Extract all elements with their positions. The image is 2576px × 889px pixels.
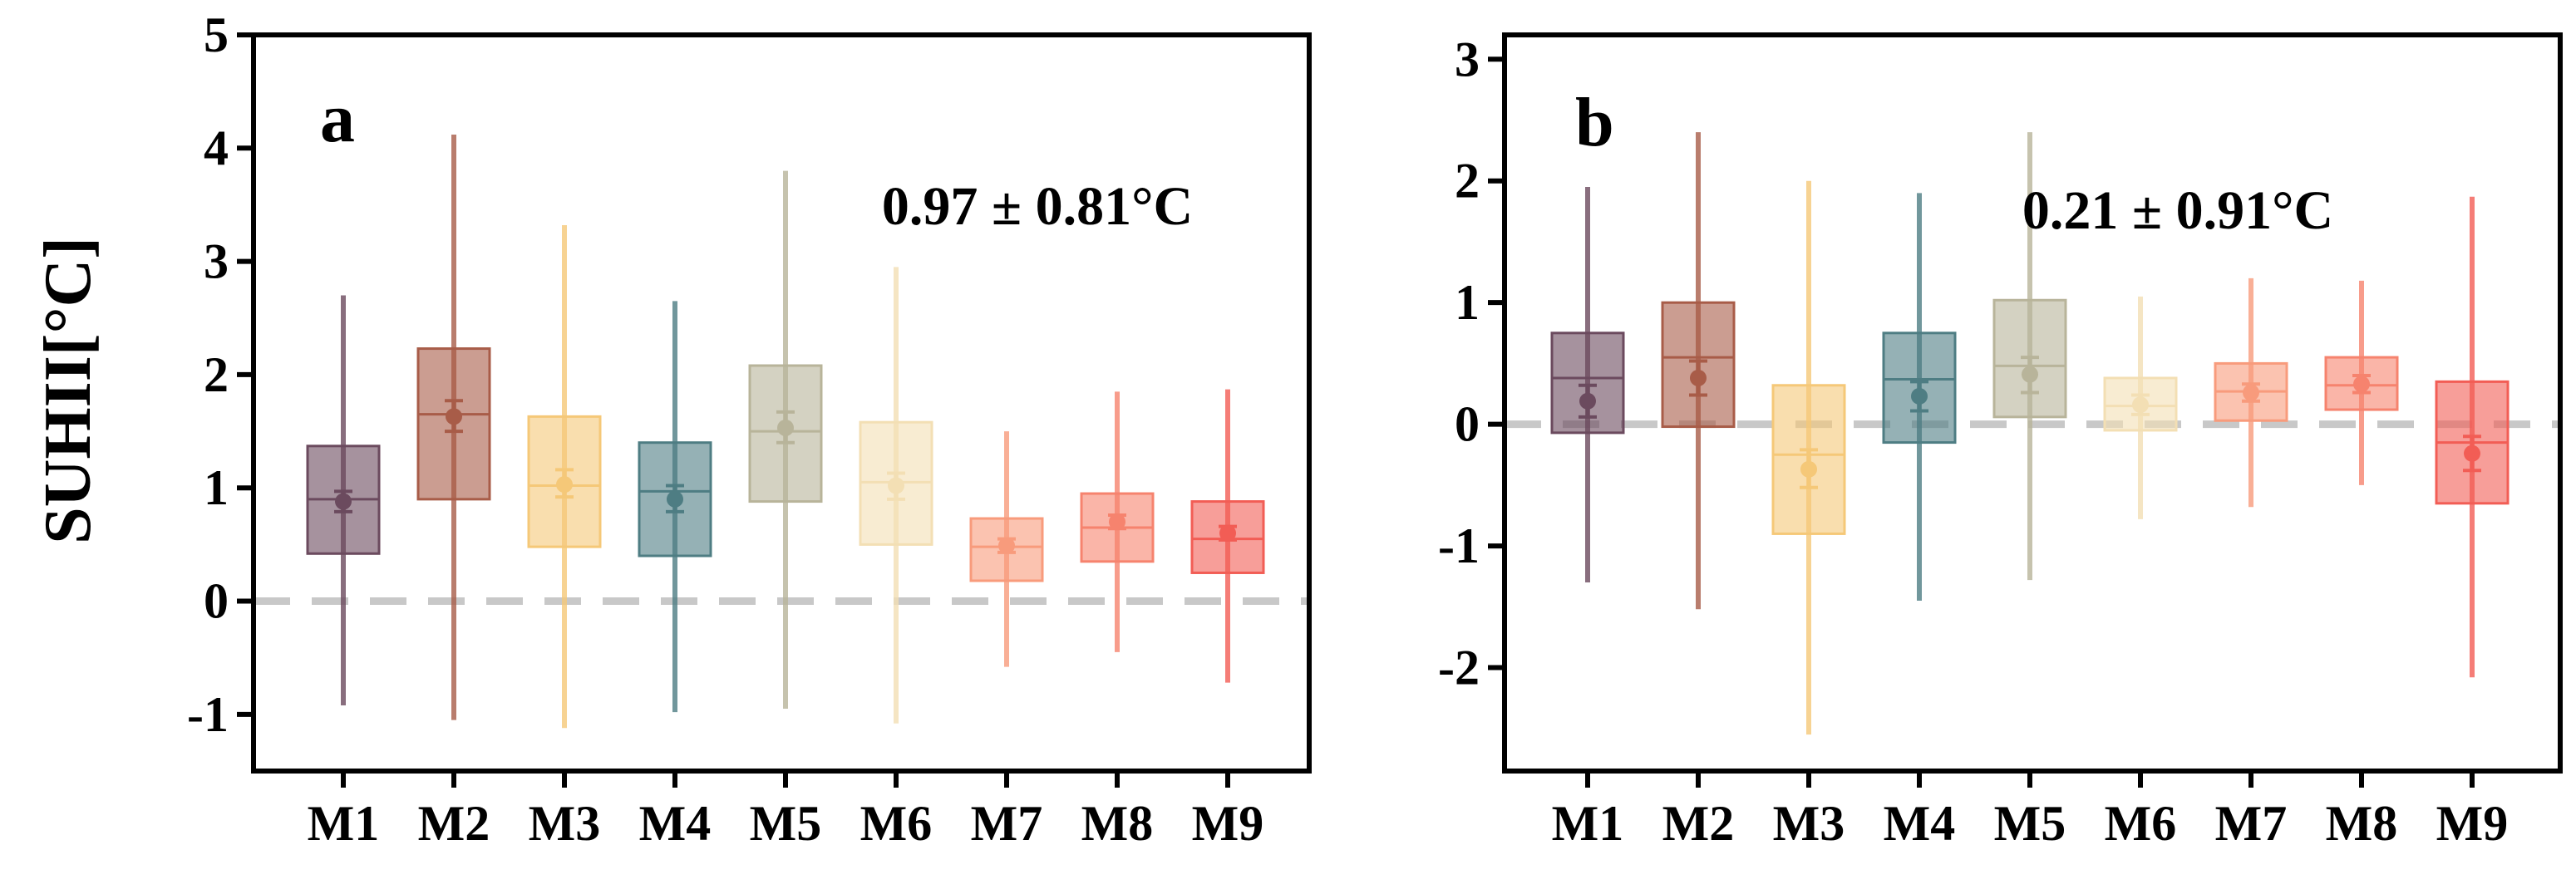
x-tick-label-M5: M5 [750, 796, 822, 851]
y-tick-label: -2 [1438, 641, 1480, 695]
mean-marker [556, 476, 573, 494]
x-tick-label-M4: M4 [1884, 796, 1956, 851]
mean-marker [1800, 460, 1817, 478]
y-tick-label: 1 [1455, 275, 1480, 330]
x-tick-label-M9: M9 [1192, 796, 1264, 851]
mean-std-annotation: 0.21 ± 0.91°C [2022, 180, 2333, 241]
x-tick-label-M7: M7 [2215, 796, 2288, 851]
box-M8 [2324, 280, 2399, 485]
x-tick-label-M2: M2 [1662, 796, 1735, 851]
y-tick-label: 5 [204, 7, 229, 62]
x-tick-label-M2: M2 [418, 796, 490, 851]
box-M9 [2435, 196, 2510, 678]
mean-marker [446, 408, 462, 425]
box-M2 [416, 134, 491, 720]
mean-marker [1690, 369, 1707, 386]
box-M4 [638, 301, 712, 713]
mean-marker [1579, 392, 1596, 410]
mean-marker [777, 419, 794, 436]
y-tick-label: -1 [187, 687, 229, 742]
y-tick-label: 4 [204, 120, 229, 175]
y-tick-label: 3 [204, 234, 229, 289]
box-M3 [527, 224, 602, 729]
box-M6 [859, 267, 933, 724]
plot-frame [251, 32, 1312, 774]
box-M7 [969, 431, 1044, 667]
y-tick-label: -1 [1438, 518, 1480, 573]
x-tick-label-M8: M8 [1081, 796, 1154, 851]
y-tick-label: 0 [204, 574, 229, 629]
box-M3 [1771, 180, 1846, 735]
y-axis-label: SUHII[°C] [32, 237, 105, 544]
mean-marker [2353, 376, 2370, 393]
x-tick-label-M5: M5 [1994, 796, 2066, 851]
mean-marker [1109, 513, 1125, 531]
box-M8 [1080, 391, 1155, 652]
mean-marker [2022, 366, 2038, 383]
x-tick-label-M4: M4 [639, 796, 712, 851]
box-M5 [1992, 132, 2067, 581]
box-M6 [2103, 296, 2178, 519]
panel-a: M1 M2 M3 M4 M5 M6 M7 M8 M9 -1 0 1 2 3 4 5 a 0.97 ± 0.81°C [187, 7, 1312, 851]
box-M1 [1550, 187, 1625, 583]
panel-label: b [1575, 84, 1614, 161]
mean-marker [888, 477, 904, 494]
y-tick-label: 2 [204, 347, 229, 402]
plot-frame [1502, 32, 2563, 774]
box-M2 [1661, 132, 1736, 610]
mean-marker [2464, 444, 2480, 462]
box-M9 [1190, 389, 1265, 683]
x-tick-label-M7: M7 [971, 796, 1043, 851]
y-tick-label: 3 [1455, 32, 1480, 86]
y-tick-label: 1 [204, 460, 229, 515]
mean-marker [2243, 384, 2259, 401]
box-iqr [2103, 376, 2178, 432]
panel-label: a [320, 80, 355, 157]
mean-marker [667, 490, 683, 508]
x-tick-label-M6: M6 [860, 796, 933, 851]
mean-marker [2132, 396, 2149, 414]
box-M5 [748, 170, 823, 710]
x-tick-label-M9: M9 [2436, 796, 2509, 851]
x-tick-label-M1: M1 [1552, 796, 1624, 851]
x-tick-label-M3: M3 [1773, 796, 1845, 851]
mean-marker [335, 493, 352, 510]
mean-marker [1219, 524, 1236, 542]
mean-marker [1911, 387, 1928, 405]
box-M7 [2214, 278, 2288, 508]
y-tick-label: 0 [1455, 397, 1480, 452]
box-M1 [306, 295, 381, 705]
mean-marker [998, 537, 1015, 554]
box-M4 [1882, 193, 1957, 601]
y-tick-label: 2 [1455, 154, 1480, 209]
x-tick-label-M6: M6 [2105, 796, 2177, 851]
x-tick-label-M1: M1 [308, 796, 380, 851]
x-tick-label-M8: M8 [2326, 796, 2398, 851]
mean-std-annotation: 0.97 ± 0.81°C [882, 176, 1193, 237]
panel-b: M1 M2 M3 M4 M5 M6 M7 M8 M9 -2 -1 0 1 2 3 b 0.21 ± 0.91°C [1438, 32, 2563, 851]
x-tick-label-M3: M3 [529, 796, 601, 851]
